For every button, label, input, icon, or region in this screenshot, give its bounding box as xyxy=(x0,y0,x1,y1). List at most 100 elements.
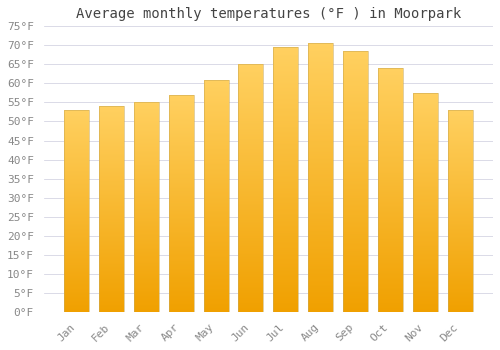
Bar xyxy=(168,290,194,291)
Bar xyxy=(204,268,229,269)
Bar xyxy=(168,174,194,175)
Bar xyxy=(204,82,229,83)
Bar xyxy=(448,273,472,274)
Bar xyxy=(238,258,264,259)
Bar xyxy=(378,263,403,264)
Bar xyxy=(448,218,472,219)
Bar xyxy=(412,198,438,199)
Bar xyxy=(308,130,333,131)
Bar xyxy=(412,214,438,215)
Bar xyxy=(134,109,159,110)
Bar xyxy=(412,134,438,136)
Bar xyxy=(343,217,368,218)
Bar xyxy=(308,272,333,273)
Bar xyxy=(238,304,264,306)
Bar xyxy=(343,232,368,234)
Bar xyxy=(343,65,368,67)
Bar xyxy=(204,88,229,89)
Bar xyxy=(134,295,159,296)
Bar xyxy=(378,94,403,95)
Bar xyxy=(343,150,368,152)
Bar xyxy=(343,73,368,75)
Bar xyxy=(64,282,89,283)
Bar xyxy=(204,100,229,101)
Bar xyxy=(204,259,229,260)
Bar xyxy=(99,209,124,210)
Bar xyxy=(378,92,403,94)
Bar xyxy=(412,239,438,240)
Bar xyxy=(134,233,159,235)
Bar xyxy=(168,103,194,104)
Bar xyxy=(412,219,438,220)
Bar xyxy=(378,132,403,133)
Bar xyxy=(204,130,229,131)
Bar xyxy=(308,214,333,215)
Bar xyxy=(204,264,229,266)
Bar xyxy=(168,270,194,271)
Bar xyxy=(378,222,403,223)
Bar xyxy=(99,216,124,217)
Bar xyxy=(273,180,298,181)
Bar xyxy=(343,299,368,300)
Bar xyxy=(412,274,438,275)
Bar xyxy=(204,119,229,120)
Bar xyxy=(448,211,472,212)
Bar xyxy=(273,159,298,160)
Bar xyxy=(448,289,472,290)
Bar xyxy=(308,273,333,274)
Bar xyxy=(238,193,264,194)
Bar xyxy=(99,150,124,152)
Bar xyxy=(378,210,403,211)
Bar xyxy=(308,199,333,201)
Bar xyxy=(273,264,298,266)
Bar xyxy=(99,183,124,184)
Bar xyxy=(64,235,89,236)
Bar xyxy=(448,280,472,281)
Bar xyxy=(343,137,368,139)
Bar xyxy=(448,210,472,211)
Bar xyxy=(168,191,194,193)
Bar xyxy=(448,302,472,303)
Bar xyxy=(134,154,159,155)
Bar xyxy=(273,145,298,147)
Bar xyxy=(412,180,438,181)
Bar xyxy=(448,249,472,250)
Bar xyxy=(308,148,333,149)
Bar xyxy=(448,266,472,267)
Bar xyxy=(204,184,229,185)
Bar xyxy=(134,175,159,176)
Bar xyxy=(378,243,403,244)
Bar xyxy=(99,304,124,305)
Bar xyxy=(308,202,333,203)
Bar xyxy=(238,249,264,250)
Bar xyxy=(168,182,194,183)
Bar xyxy=(168,298,194,299)
Bar xyxy=(343,59,368,60)
Bar xyxy=(204,234,229,235)
Bar xyxy=(168,111,194,112)
Bar xyxy=(168,200,194,201)
Bar xyxy=(273,307,298,308)
Bar xyxy=(168,295,194,296)
Bar xyxy=(134,300,159,301)
Bar xyxy=(273,260,298,262)
Bar xyxy=(448,276,472,278)
Bar xyxy=(134,140,159,141)
Bar xyxy=(64,112,89,113)
Bar xyxy=(64,177,89,178)
Bar xyxy=(378,223,403,224)
Bar xyxy=(308,85,333,86)
Bar xyxy=(204,296,229,297)
Bar xyxy=(168,116,194,117)
Bar xyxy=(168,164,194,166)
Bar xyxy=(448,294,472,295)
Bar xyxy=(412,230,438,231)
Bar xyxy=(343,279,368,281)
Bar xyxy=(134,244,159,245)
Bar xyxy=(448,155,472,156)
Bar xyxy=(99,302,124,303)
Bar xyxy=(378,212,403,213)
Bar xyxy=(378,202,403,203)
Bar xyxy=(448,195,472,196)
Bar xyxy=(273,193,298,194)
